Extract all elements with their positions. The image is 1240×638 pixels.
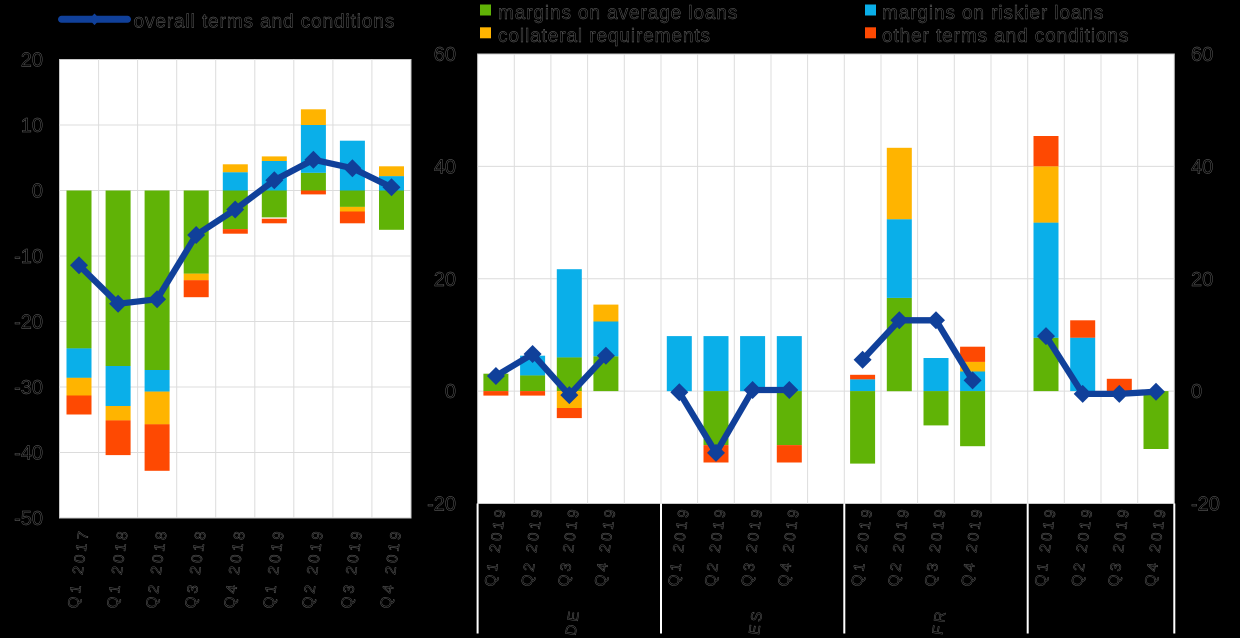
svg-text:FR: FR (929, 607, 950, 636)
svg-text:other terms and conditions: other terms and conditions (882, 26, 1129, 47)
svg-text:DE: DE (563, 607, 584, 637)
svg-text:ES: ES (746, 607, 767, 636)
svg-text:60: 60 (434, 44, 456, 66)
svg-text:margins on riskier loans: margins on riskier loans (882, 3, 1104, 24)
svg-text:20: 20 (21, 50, 43, 72)
svg-text:-50: -50 (14, 508, 43, 530)
svg-text:20: 20 (1191, 269, 1213, 291)
svg-text:0: 0 (32, 181, 43, 203)
svg-text:-10: -10 (14, 246, 43, 268)
svg-text:40: 40 (1191, 156, 1213, 178)
svg-text:0: 0 (1191, 381, 1202, 403)
svg-text:overall terms and conditions: overall terms and conditions (134, 12, 396, 33)
svg-text:-30: -30 (14, 377, 43, 399)
svg-text:40: 40 (434, 156, 456, 178)
svg-text:-20: -20 (1191, 494, 1220, 516)
svg-text:margins on average loans: margins on average loans (498, 3, 738, 24)
svg-text:0: 0 (445, 381, 456, 403)
svg-text:collateral requirements: collateral requirements (498, 26, 711, 47)
svg-text:10: 10 (21, 115, 43, 137)
svg-text:60: 60 (1191, 44, 1213, 66)
svg-text:-20: -20 (427, 494, 456, 516)
svg-text:20: 20 (434, 269, 456, 291)
svg-text:-20: -20 (14, 312, 43, 334)
svg-text:-40: -40 (14, 443, 43, 465)
